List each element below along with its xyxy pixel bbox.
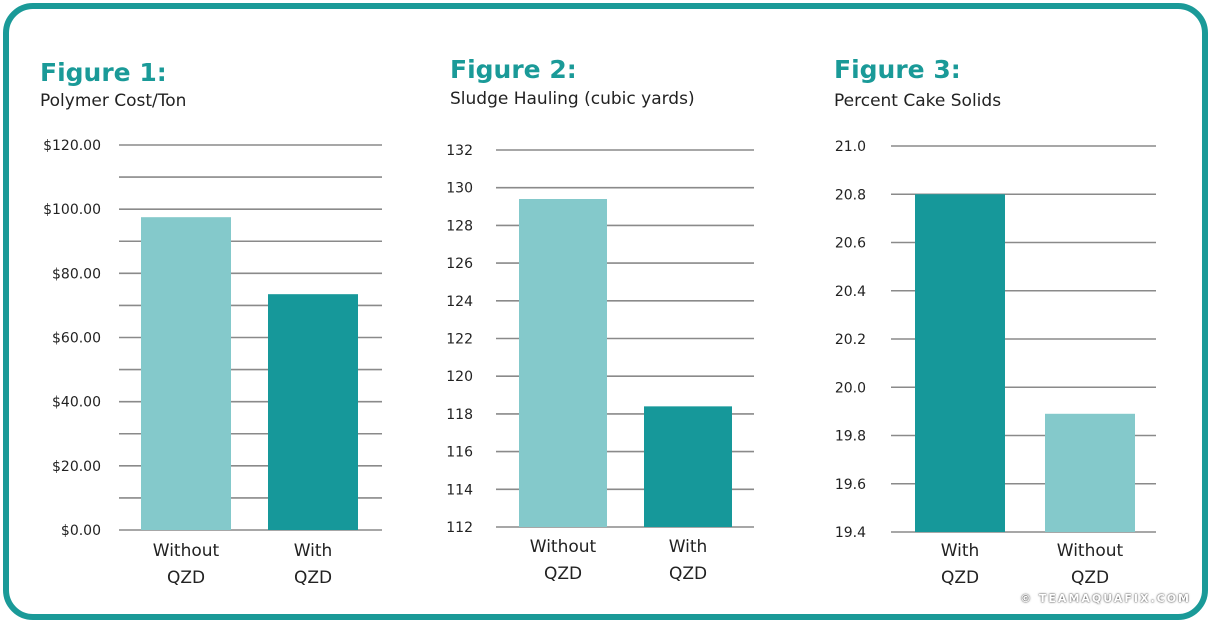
bar-0 (519, 199, 607, 527)
figure-1-subtitle: Polymer Cost/Ton (40, 91, 187, 111)
bar-1 (268, 294, 358, 530)
copyright-label: © TEAMAQUAFIX.COM (1020, 592, 1191, 605)
figure-2-subtitle: Sludge Hauling (cubic yards) (450, 89, 695, 109)
y-tick-label: 19.4 (835, 525, 866, 541)
category-label: QZD (544, 564, 582, 584)
y-tick-label: 122 (446, 332, 473, 348)
category-label: QZD (669, 564, 707, 584)
y-tick-label: 126 (446, 256, 473, 272)
y-tick-label: 120 (446, 369, 473, 385)
figure-3-title: Figure 3: (834, 55, 961, 84)
category-label: Without (153, 541, 220, 561)
y-tick-label: 20.8 (835, 187, 866, 203)
category-label: With (941, 541, 980, 561)
y-tick-label: $40.00 (52, 395, 101, 411)
y-tick-label: 20.6 (835, 236, 866, 252)
y-tick-label: 128 (446, 218, 473, 234)
y-tick-label: $120.00 (43, 138, 101, 154)
category-label: QZD (1071, 568, 1109, 588)
category-label: QZD (167, 568, 205, 588)
y-tick-label: 124 (446, 294, 473, 310)
y-tick-label: 20.0 (835, 380, 866, 396)
bar-0 (915, 194, 1005, 532)
bar-0 (141, 217, 231, 530)
bar-1 (644, 406, 732, 527)
y-tick-label: 114 (446, 482, 473, 498)
y-tick-label: 130 (446, 181, 473, 197)
category-label: With (294, 541, 333, 561)
y-tick-label: 20.2 (835, 332, 866, 348)
y-tick-label: 132 (446, 143, 473, 159)
category-label: Without (530, 537, 597, 557)
y-tick-label: $80.00 (52, 266, 101, 282)
category-label: Without (1057, 541, 1124, 561)
y-tick-label: 21.0 (835, 139, 866, 155)
figure-2-title: Figure 2: (450, 55, 577, 84)
y-tick-label: 116 (446, 445, 473, 461)
figure-1-title: Figure 1: (40, 58, 167, 87)
y-tick-label: $60.00 (52, 331, 101, 347)
category-label: QZD (941, 568, 979, 588)
y-tick-label: $100.00 (43, 202, 101, 218)
y-tick-label: 112 (446, 520, 473, 536)
y-tick-label: $0.00 (61, 523, 101, 539)
category-label: QZD (294, 568, 332, 588)
y-tick-label: $20.00 (52, 459, 101, 475)
y-tick-label: 19.8 (835, 429, 866, 445)
figure-3-subtitle: Percent Cake Solids (834, 91, 1002, 111)
y-tick-label: 20.4 (835, 284, 866, 300)
y-tick-label: 19.6 (835, 477, 866, 493)
bar-1 (1045, 413, 1135, 532)
y-tick-label: 118 (446, 407, 473, 423)
category-label: With (669, 537, 708, 557)
